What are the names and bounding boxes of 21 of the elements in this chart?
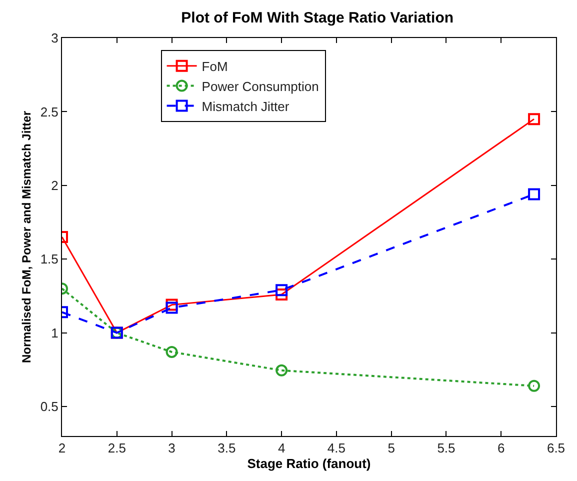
x-tick-label: 6 [497,440,505,456]
x-tick-label: 2.5 [108,440,126,456]
y-tick-label: 3 [51,30,58,46]
x-tick-label: 4.5 [327,440,346,456]
y-axis-title: Normalised FoM, Power and Mismatch Jitter [20,110,34,364]
x-tick-label: 5 [388,440,395,456]
legend-label: Power Consumption [202,78,319,94]
legend-label: Mismatch Jitter [202,98,290,114]
x-tick-label: 6.5 [546,440,566,456]
x-axis-title: Stage Ratio (fanout) [247,456,371,472]
y-tick-label: 0.5 [40,399,58,414]
x-tick-label: 4 [278,440,286,456]
x-tick-label: 3 [168,440,176,456]
legend-label: FoM [202,58,228,74]
y-tick-label: 1 [51,325,58,340]
chart-title: Plot of FoM With Stage Ratio Variation [181,10,454,27]
y-tick-label: 2 [51,178,58,193]
y-tick-label: 2.5 [40,104,58,120]
x-tick-label: 3.5 [218,440,236,456]
y-tick-label: 1.5 [40,252,58,267]
x-tick-label: 5.5 [437,440,456,456]
